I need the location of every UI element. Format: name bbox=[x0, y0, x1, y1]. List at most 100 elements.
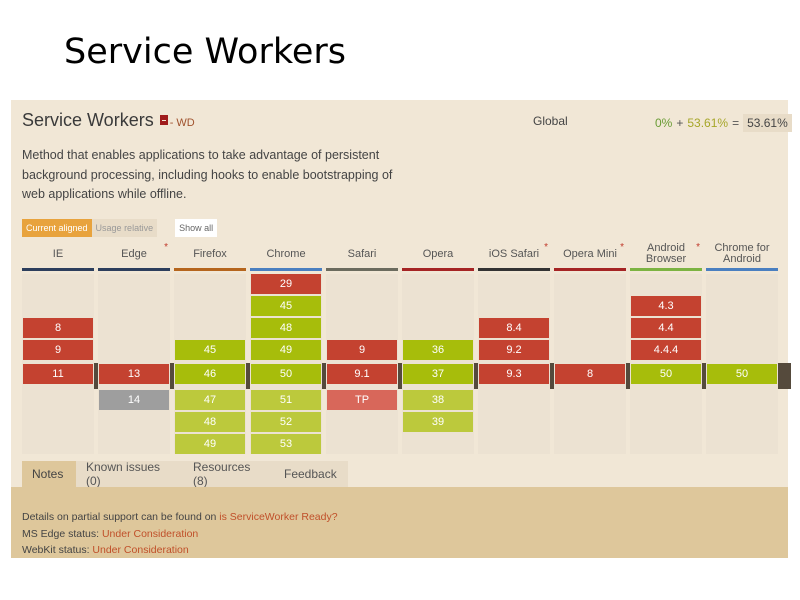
tab-feedback[interactable]: Feedback bbox=[274, 461, 348, 487]
tab-known-issues[interactable]: Known issues (0) bbox=[76, 460, 183, 488]
browser-column: Opera 36 37 38 39 bbox=[402, 240, 474, 454]
browser-column: Safari 9 9.1 TP bbox=[326, 240, 398, 454]
browser-column: Chrome 29 45 48 49 50 51 52 53 bbox=[250, 240, 322, 454]
is-serviceworker-ready-link[interactable]: is ServiceWorker Ready? bbox=[219, 511, 338, 523]
notes-line-edge-status: MS Edge status: Under Consideration bbox=[22, 526, 777, 543]
browser-color-bar bbox=[98, 268, 170, 271]
browser-version-list: 8 9 11 bbox=[22, 274, 94, 454]
browser-version-list: 9 9.1 TP bbox=[326, 274, 398, 454]
browser-header[interactable]: Android Browser * bbox=[630, 240, 702, 268]
show-all-button[interactable]: Show all bbox=[175, 219, 218, 237]
browser-header[interactable]: Edge * bbox=[98, 240, 170, 268]
notes-line-webkit-status: WebKit status: Under Consideration bbox=[22, 542, 777, 559]
browser-color-bar bbox=[174, 268, 246, 271]
browser-version-list: 50 bbox=[706, 274, 778, 454]
browser-column: Edge * 13 14 bbox=[98, 240, 170, 454]
version-cell[interactable]: 8 bbox=[23, 318, 93, 338]
notes-text: Details on partial support can be found … bbox=[22, 511, 220, 523]
notes-text: MS Edge status: bbox=[22, 527, 102, 540]
browser-column: Chrome for Android 50 bbox=[706, 240, 778, 454]
version-cell[interactable]: 36 bbox=[403, 340, 473, 360]
browser-color-bar bbox=[402, 268, 474, 271]
tab-notes[interactable]: Notes bbox=[22, 461, 76, 487]
version-cell[interactable]: 9.3 bbox=[479, 364, 549, 384]
browser-color-bar bbox=[554, 268, 626, 271]
version-cell[interactable]: 9 bbox=[23, 340, 93, 360]
version-cell[interactable]: 51 bbox=[251, 390, 321, 410]
version-cell[interactable]: 45 bbox=[251, 296, 321, 316]
browser-column: Android Browser * 4.3 4.4 4.4.4 50 bbox=[630, 240, 702, 454]
version-cell[interactable]: 45 bbox=[175, 340, 245, 360]
browser-header[interactable]: iOS Safari * bbox=[478, 240, 550, 268]
usage-plus: + bbox=[676, 116, 684, 130]
version-cell[interactable]: 38 bbox=[403, 390, 473, 410]
version-cell[interactable]: 39 bbox=[403, 412, 473, 432]
browser-header[interactable]: Opera bbox=[402, 240, 474, 268]
browser-header[interactable]: Firefox bbox=[174, 240, 246, 268]
version-cell[interactable]: 9 bbox=[327, 340, 397, 360]
version-cell[interactable]: 46 bbox=[175, 364, 245, 384]
version-cell[interactable]: 11 bbox=[23, 364, 93, 384]
browser-name: iOS Safari bbox=[488, 247, 540, 260]
browser-header[interactable]: Chrome for Android bbox=[706, 240, 778, 268]
browser-version-list: 4.3 4.4 4.4.4 50 bbox=[630, 274, 702, 454]
version-cell[interactable]: 13 bbox=[99, 364, 169, 384]
spec-status[interactable]: - WD bbox=[169, 117, 195, 129]
version-cell[interactable]: 9.1 bbox=[327, 364, 397, 384]
browser-header[interactable]: Safari bbox=[326, 240, 398, 268]
browser-name: Chrome bbox=[266, 247, 306, 260]
browser-color-bar bbox=[326, 268, 398, 271]
version-cell[interactable]: 50 bbox=[251, 364, 321, 384]
browser-color-bar bbox=[630, 268, 702, 271]
version-cell[interactable]: 8 bbox=[555, 364, 625, 384]
version-cell[interactable]: 50 bbox=[631, 364, 701, 384]
browser-version-list: 29 45 48 49 50 51 52 53 bbox=[250, 274, 322, 454]
webkit-status-link[interactable]: Under Consideration bbox=[92, 544, 189, 556]
version-cell[interactable]: 47 bbox=[175, 390, 245, 410]
global-label: Global bbox=[533, 114, 568, 128]
tab-resources[interactable]: Resources (8) bbox=[183, 460, 274, 488]
version-cell[interactable]: 49 bbox=[175, 434, 245, 454]
usage-relative-button[interactable]: Usage relative bbox=[91, 219, 158, 237]
browser-name: Opera bbox=[422, 247, 454, 260]
usage-total: 53.61% bbox=[743, 114, 792, 132]
version-cell[interactable]: 14 bbox=[99, 390, 169, 410]
browser-header[interactable]: Chrome bbox=[250, 240, 322, 268]
version-cell[interactable]: 9.2 bbox=[479, 340, 549, 360]
version-cell[interactable]: 48 bbox=[175, 412, 245, 432]
usage-supported: 0% bbox=[655, 116, 673, 130]
browser-name: Edge bbox=[121, 247, 147, 260]
browser-name: IE bbox=[52, 247, 64, 260]
document-icon[interactable] bbox=[159, 115, 168, 126]
current-aligned-button[interactable]: Current aligned bbox=[22, 219, 92, 237]
details-tabs: Notes Known issues (0) Resources (8) Fee… bbox=[11, 460, 788, 488]
edge-status-link[interactable]: Under Consideration bbox=[101, 527, 199, 540]
browser-version-list: 8.4 9.2 9.3 bbox=[478, 274, 550, 454]
note-star-icon: * bbox=[544, 242, 548, 253]
version-cell[interactable]: 37 bbox=[403, 364, 473, 384]
notes-content: Details on partial support can be found … bbox=[11, 487, 788, 558]
browser-header[interactable]: Opera Mini * bbox=[554, 240, 626, 268]
version-cell[interactable]: 52 bbox=[251, 412, 321, 432]
browser-name: Firefox bbox=[193, 247, 227, 260]
browser-name: Android Browser bbox=[645, 242, 687, 265]
version-cell[interactable]: 4.4 bbox=[631, 318, 701, 338]
version-cell[interactable]: 4.4.4 bbox=[631, 340, 701, 360]
version-cell[interactable]: TP bbox=[327, 390, 397, 410]
version-cell[interactable]: 53 bbox=[251, 434, 321, 454]
feature-title: Service Workers - WD bbox=[22, 110, 195, 131]
notes-text: WebKit status: bbox=[22, 544, 93, 556]
browser-header[interactable]: IE bbox=[22, 240, 94, 268]
caniuse-feature-panel: Service Workers - WD Global 0% + 53.61% =… bbox=[11, 100, 792, 558]
global-usage: 0% + 53.61% = 53.61% bbox=[655, 114, 792, 132]
version-cell[interactable]: 8.4 bbox=[479, 318, 549, 338]
slide-title: Service Workers bbox=[64, 32, 347, 72]
version-cell[interactable]: 29 bbox=[251, 274, 321, 294]
feature-description: Method that enables applications to take… bbox=[22, 148, 393, 201]
usage-partial: 53.61% bbox=[687, 116, 729, 130]
browser-name: Chrome for Android bbox=[714, 242, 770, 265]
version-cell[interactable]: 50 bbox=[707, 364, 777, 384]
version-cell[interactable]: 48 bbox=[251, 318, 321, 338]
version-cell[interactable]: 49 bbox=[251, 340, 321, 360]
version-cell[interactable]: 4.3 bbox=[631, 296, 701, 316]
